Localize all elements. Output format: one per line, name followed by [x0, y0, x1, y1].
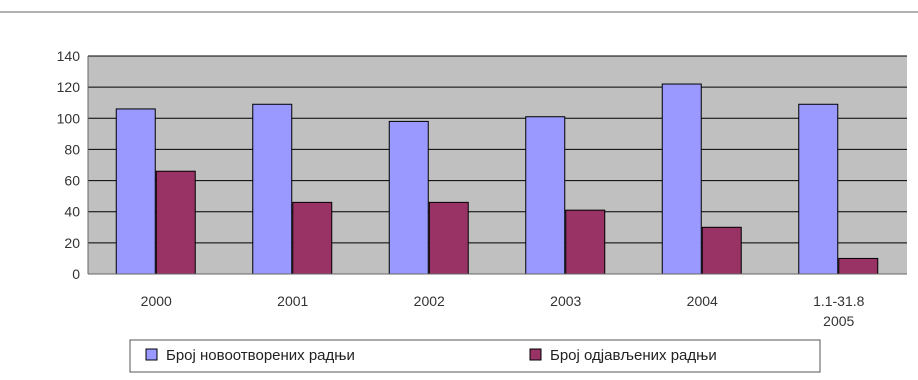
legend-swatch	[529, 348, 542, 361]
bar-new-shops	[798, 103, 839, 275]
x-tick-label: 2004	[687, 293, 718, 309]
y-tick-labels: 0 20 40 60 80 100 120 140	[57, 48, 81, 282]
bar-new-shops	[115, 108, 156, 275]
bars	[115, 83, 879, 275]
bar-new-shops	[661, 83, 702, 275]
x-tick-label: 2002	[414, 293, 445, 309]
bar-new-shops	[388, 120, 429, 275]
x-tick-label: 2000	[141, 293, 172, 309]
legend-label: Број одјављених радњи	[550, 347, 717, 364]
x-tick-label: 2005	[823, 313, 854, 329]
bar-closed-shops	[838, 257, 879, 275]
y-tick-label: 100	[57, 110, 81, 126]
bar-closed-shops	[155, 170, 196, 275]
bar-new-shops	[252, 103, 293, 275]
bar-closed-shops	[428, 201, 469, 275]
x-tick-label: 1.1-31.8	[813, 293, 865, 309]
legend: Број новоотворених радњи Број одјављених …	[129, 339, 821, 373]
bar-closed-shops	[565, 209, 606, 275]
y-tick-label: 120	[57, 79, 81, 95]
legend-label: Број новоотворених радњи	[166, 347, 355, 364]
plot-area	[88, 56, 907, 274]
y-tick-label: 80	[64, 141, 80, 157]
gridlines	[88, 55, 907, 244]
legend-box	[129, 339, 821, 373]
bar-new-shops	[525, 116, 566, 275]
y-tick-label: 40	[64, 204, 80, 220]
bar-closed-shops	[701, 226, 742, 275]
x-tick-label: 2003	[550, 293, 581, 309]
x-tick-labels: 2000 2001 2002 2003 2004 1.1-31.8 2005	[141, 293, 865, 329]
y-tick-label: 0	[72, 266, 80, 282]
y-tick-label: 20	[64, 235, 80, 251]
y-tick-label: 60	[64, 173, 80, 189]
y-tick-label: 140	[57, 48, 81, 64]
legend-swatch	[145, 348, 158, 361]
x-tick-label: 2001	[277, 293, 308, 309]
bar-closed-shops	[292, 201, 333, 275]
